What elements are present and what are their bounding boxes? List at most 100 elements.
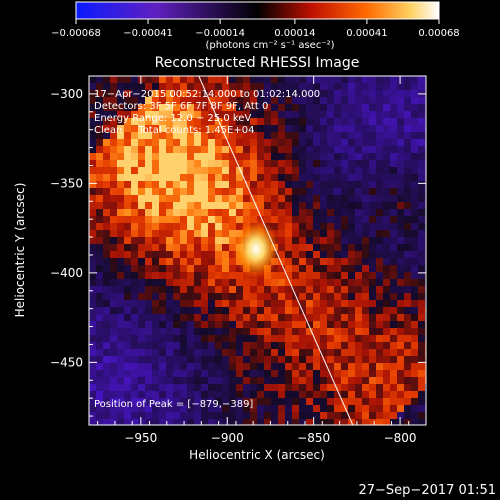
heatmap-cell xyxy=(96,139,103,146)
heatmap-cell xyxy=(201,328,208,335)
heatmap-cell xyxy=(194,258,201,265)
heatmap-cell xyxy=(362,405,369,412)
heatmap-cell xyxy=(292,405,299,412)
heatmap-cell xyxy=(355,307,362,314)
heatmap-cell xyxy=(152,300,159,307)
heatmap-cell xyxy=(362,328,369,335)
heatmap-cell xyxy=(187,349,194,356)
heatmap-cell xyxy=(103,160,110,167)
heatmap-cell xyxy=(397,97,404,104)
heatmap-cell xyxy=(215,209,222,216)
heatmap-cell xyxy=(327,293,334,300)
heatmap-cell xyxy=(341,146,348,153)
heatmap-cell xyxy=(166,314,173,321)
heatmap-cell xyxy=(348,405,355,412)
heatmap-cell xyxy=(355,300,362,307)
heatmap-cell xyxy=(341,391,348,398)
heatmap-cell xyxy=(313,251,320,258)
heatmap-cell xyxy=(313,181,320,188)
heatmap-cell xyxy=(369,209,376,216)
heatmap-cell xyxy=(264,195,271,202)
heatmap-cell xyxy=(208,363,215,370)
heatmap-cell xyxy=(166,139,173,146)
heatmap-cell xyxy=(285,125,292,132)
heatmap-cell xyxy=(383,265,390,272)
heatmap-cell xyxy=(362,216,369,223)
heatmap-cell xyxy=(404,398,411,405)
heatmap-cell xyxy=(369,223,376,230)
heatmap-cell xyxy=(208,209,215,216)
heatmap-cell xyxy=(89,139,96,146)
heatmap-cell xyxy=(243,118,250,125)
heatmap-cell xyxy=(215,370,222,377)
heatmap-cell xyxy=(145,125,152,132)
heatmap-cell xyxy=(404,216,411,223)
heatmap-cell xyxy=(264,391,271,398)
heatmap-cell xyxy=(257,76,264,83)
heatmap-cell xyxy=(292,363,299,370)
heatmap-cell xyxy=(103,97,110,104)
heatmap-cell xyxy=(418,272,425,279)
heatmap-cell xyxy=(152,223,159,230)
heatmap-cell xyxy=(285,230,292,237)
heatmap-cell xyxy=(215,363,222,370)
y-axis-label: Heliocentric Y (arcsec) xyxy=(13,183,27,318)
heatmap-cell xyxy=(369,160,376,167)
heatmap-cell xyxy=(418,146,425,153)
heatmap-cell xyxy=(257,321,264,328)
heatmap-cell xyxy=(159,139,166,146)
heatmap-cell xyxy=(348,125,355,132)
heatmap-cell xyxy=(180,216,187,223)
heatmap-cell xyxy=(369,230,376,237)
heatmap-cell xyxy=(369,342,376,349)
heatmap-cell xyxy=(404,125,411,132)
heatmap-cell xyxy=(390,321,397,328)
heatmap-cell xyxy=(243,307,250,314)
heatmap-cell xyxy=(341,356,348,363)
heatmap-cell xyxy=(292,223,299,230)
heatmap-cell xyxy=(138,174,145,181)
heatmap-cell xyxy=(390,118,397,125)
heatmap-cell xyxy=(152,118,159,125)
heatmap-cell xyxy=(131,251,138,258)
heatmap-cell xyxy=(299,293,306,300)
heatmap-cell xyxy=(285,342,292,349)
heatmap-cell xyxy=(215,195,222,202)
heatmap-cell xyxy=(159,132,166,139)
heatmap-cell xyxy=(334,384,341,391)
heatmap-cell xyxy=(215,132,222,139)
heatmap-cell xyxy=(418,202,425,209)
heatmap-cell xyxy=(103,363,110,370)
heatmap-cell xyxy=(271,174,278,181)
heatmap-cell xyxy=(131,391,138,398)
heatmap-cell xyxy=(187,300,194,307)
heatmap-cell xyxy=(222,76,229,83)
heatmap-cell xyxy=(292,307,299,314)
heatmap-cell xyxy=(411,370,418,377)
heatmap-cell xyxy=(327,384,334,391)
heatmap-cell xyxy=(411,90,418,97)
heatmap-cell xyxy=(327,104,334,111)
heatmap-cell xyxy=(320,230,327,237)
heatmap-cell xyxy=(173,272,180,279)
heatmap-cell xyxy=(404,139,411,146)
heatmap-cell xyxy=(159,160,166,167)
heatmap-cell xyxy=(131,104,138,111)
heatmap-cell xyxy=(313,195,320,202)
heatmap-cell xyxy=(334,363,341,370)
heatmap-cell xyxy=(334,370,341,377)
heatmap-cell xyxy=(376,356,383,363)
heatmap-cell xyxy=(341,223,348,230)
heatmap-cell xyxy=(187,412,194,419)
heatmap-cell xyxy=(397,188,404,195)
heatmap-cell xyxy=(201,251,208,258)
heatmap-cell xyxy=(166,286,173,293)
heatmap-cell xyxy=(369,391,376,398)
heatmap-cell xyxy=(411,265,418,272)
heatmap-cell xyxy=(173,90,180,97)
heatmap-cell xyxy=(278,104,285,111)
heatmap-cell xyxy=(194,412,201,419)
heatmap-cell xyxy=(222,377,229,384)
heatmap-cell xyxy=(222,188,229,195)
heatmap-cell xyxy=(355,370,362,377)
